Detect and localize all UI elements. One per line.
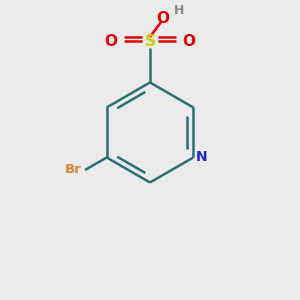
Text: O: O	[104, 34, 117, 49]
Text: S: S	[145, 34, 155, 49]
Text: N: N	[196, 151, 207, 164]
Text: H: H	[174, 4, 184, 17]
Text: O: O	[183, 34, 196, 49]
Text: O: O	[157, 11, 170, 26]
Text: Br: Br	[65, 164, 82, 176]
